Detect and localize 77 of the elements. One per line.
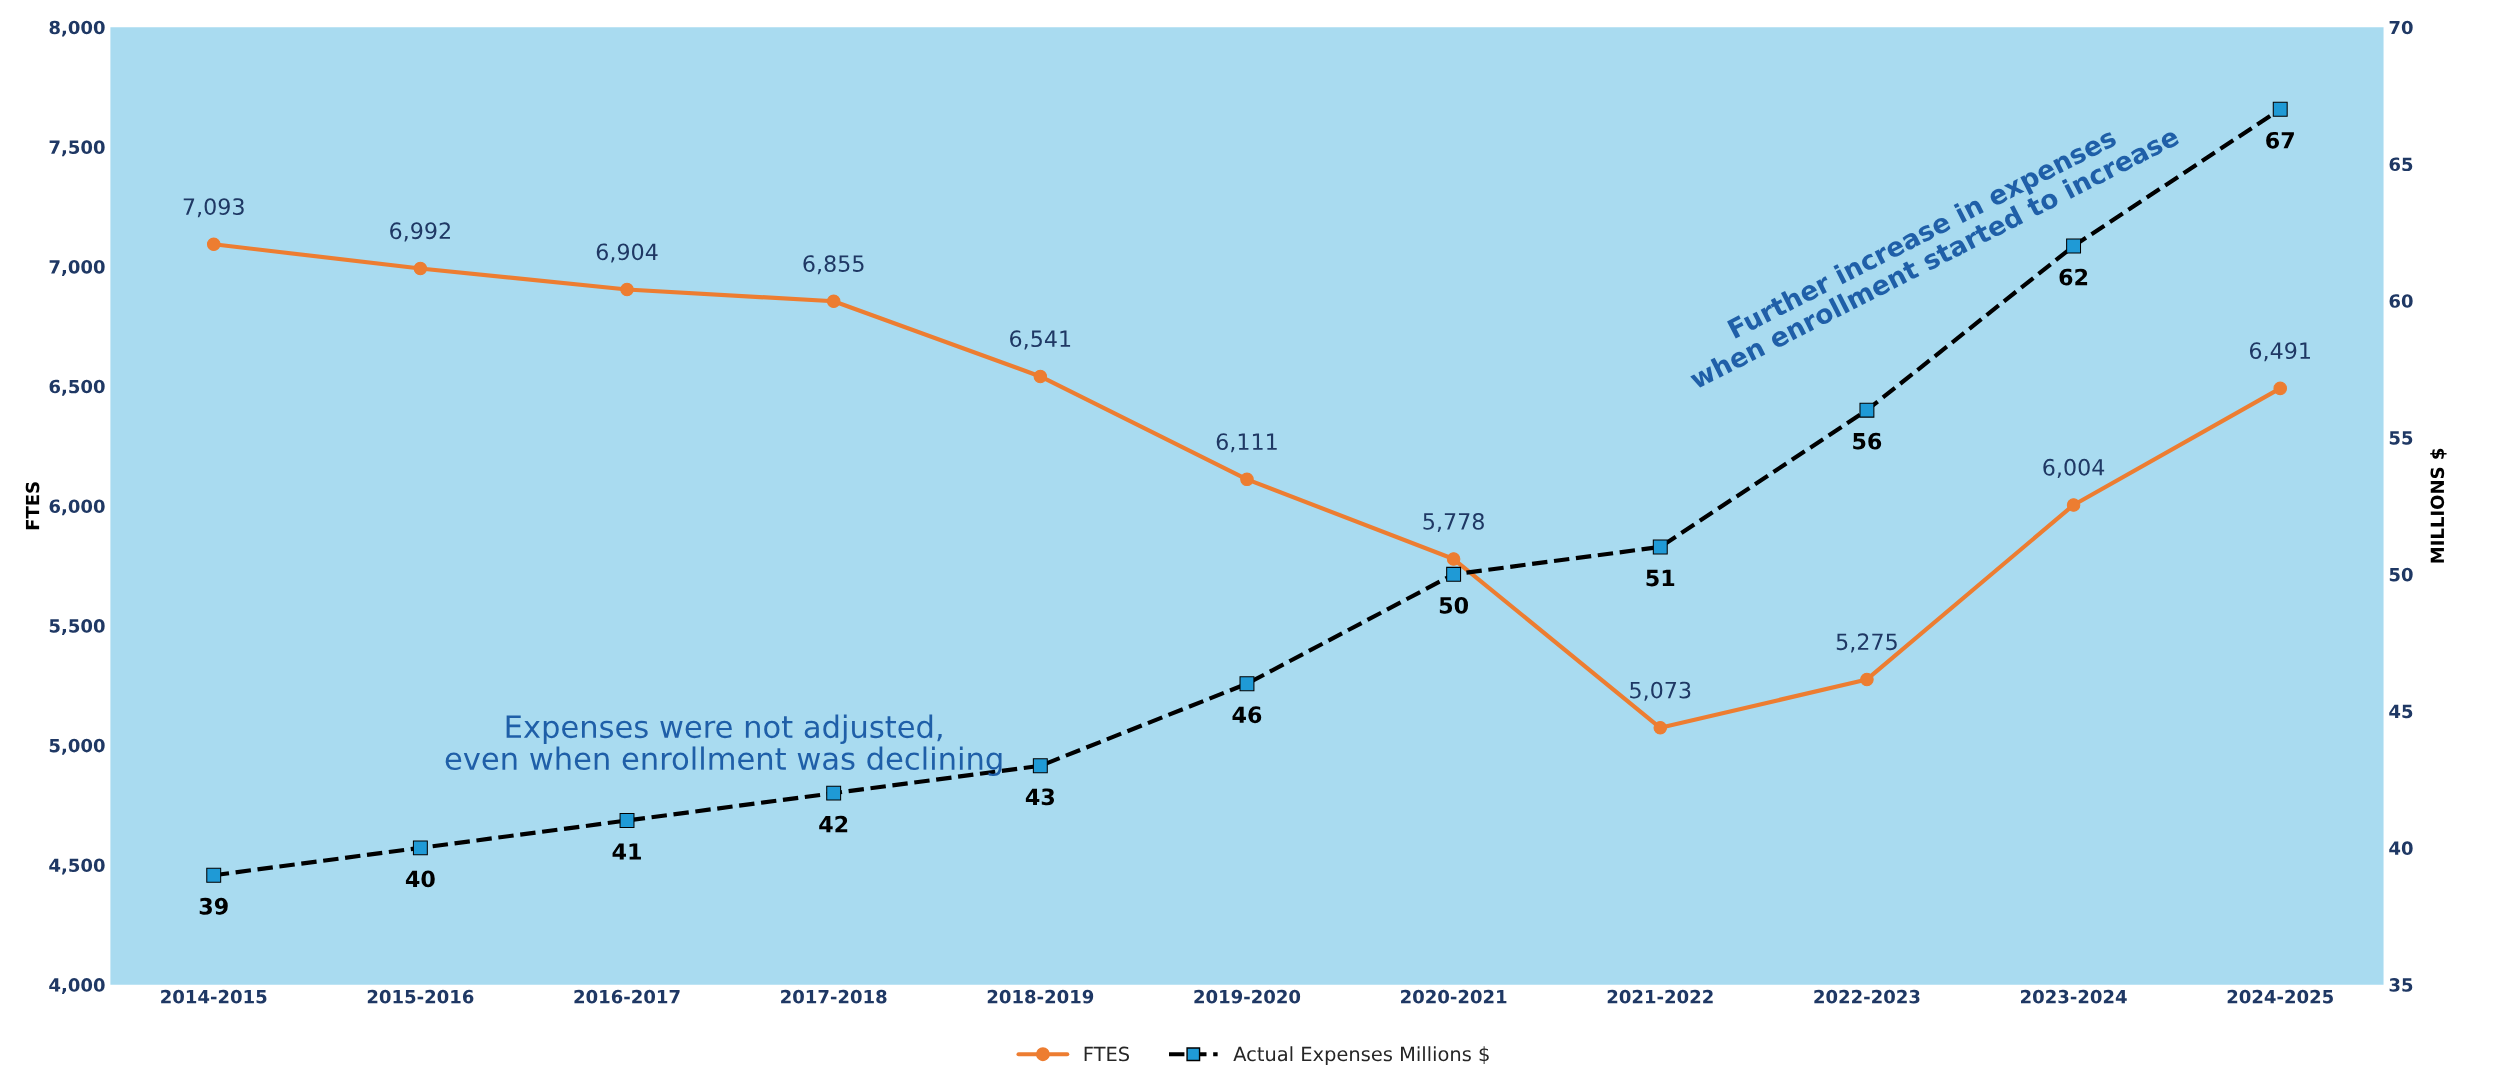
x-tick-label: 2016-2017 — [574, 989, 680, 1004]
data-label: 46 — [1232, 706, 1262, 724]
y-tick-label: 7,500 — [49, 140, 105, 157]
y2-tick-label: 60 — [2389, 294, 2413, 308]
point — [1239, 676, 1255, 692]
data-label: 50 — [1439, 596, 1469, 614]
point — [620, 282, 634, 297]
y2-tick-label: 45 — [2389, 704, 2413, 719]
data-label: 5,275 — [1836, 633, 1897, 653]
data-label: 6,904 — [596, 243, 658, 263]
y-tick-label: 4,000 — [49, 978, 105, 995]
data-label: 40 — [405, 870, 435, 888]
y-tick-label: 5,500 — [49, 619, 105, 636]
point — [1652, 539, 1668, 555]
data-label: 51 — [1646, 569, 1675, 587]
point — [1859, 402, 1875, 418]
data-label: 6,111 — [1216, 433, 1277, 453]
point — [1446, 552, 1461, 566]
y-tick-label: 7,000 — [49, 260, 105, 276]
data-label: 7,093 — [183, 198, 244, 218]
point — [1860, 672, 1874, 687]
x-tick-label: 2014-2015 — [161, 989, 267, 1004]
y-tick-label: 8,000 — [49, 20, 105, 37]
point — [2273, 381, 2287, 396]
y2-tick-label: 55 — [2389, 431, 2413, 445]
point — [206, 867, 222, 883]
data-label: 6,992 — [390, 222, 450, 242]
point — [412, 840, 428, 856]
annotation: Expenses were not adjusted, even when enrollment was declining — [445, 714, 1002, 777]
data-label: 5,778 — [1423, 512, 1484, 533]
point — [826, 785, 842, 801]
data-label: 6,541 — [1010, 330, 1071, 350]
point — [2272, 101, 2288, 117]
x-tick-label: 2018-2019 — [987, 989, 1094, 1004]
point — [2066, 498, 2081, 512]
data-label: 67 — [2266, 131, 2294, 149]
data-label: 6,491 — [2249, 342, 2310, 362]
y-tick-label: 5,000 — [49, 738, 105, 755]
y-tick-label: 6,500 — [49, 379, 105, 396]
x-tick-label: 2020-2021 — [1401, 989, 1507, 1004]
x-tick-label: 2015-2016 — [367, 989, 474, 1004]
x-tick-label: 2022-2023 — [1814, 989, 1920, 1004]
x-tick-label: 2017-2018 — [781, 989, 887, 1004]
point — [2066, 238, 2082, 254]
x-tick-label: 2019-2020 — [1194, 989, 1301, 1004]
data-label: 41 — [612, 843, 641, 860]
y2-tick-label: 65 — [2389, 157, 2413, 172]
data-label: 6,855 — [803, 255, 864, 275]
data-label: 43 — [1025, 788, 1055, 806]
x-tick-label: 2021-2022 — [1607, 989, 1713, 1004]
y2-axis-title: MILLIONS $ — [2430, 448, 2447, 563]
x-tick-label: 2023-2024 — [2021, 989, 2127, 1004]
data-label: 39 — [199, 897, 228, 915]
data-label: 5,073 — [1630, 681, 1691, 701]
data-label: 42 — [819, 815, 848, 833]
point — [1653, 721, 1668, 735]
point — [413, 261, 428, 276]
y-axis-title: FTES — [25, 482, 40, 530]
point — [206, 237, 221, 252]
x-tick-label: 2024-2025 — [2227, 989, 2333, 1004]
data-label: 56 — [1853, 432, 1882, 450]
point — [1033, 369, 1048, 384]
y-tick-label: 4,500 — [49, 858, 105, 875]
legend-label: Actual Expenses Millions $ — [1233, 1046, 1489, 1066]
point — [619, 813, 635, 828]
point — [1446, 566, 1462, 582]
legend-label: FTES — [1084, 1046, 1130, 1062]
point — [826, 294, 841, 309]
y2-tick-label: 35 — [2389, 978, 2413, 992]
y-tick-label: 6,000 — [49, 499, 105, 516]
data-label: 62 — [2059, 268, 2088, 286]
y2-tick-label: 40 — [2389, 841, 2413, 855]
data-label: 6,004 — [2043, 458, 2105, 478]
point — [1032, 758, 1048, 774]
point — [1240, 472, 1254, 487]
y2-tick-label: 70 — [2389, 20, 2413, 35]
y2-tick-label: 50 — [2389, 567, 2413, 582]
